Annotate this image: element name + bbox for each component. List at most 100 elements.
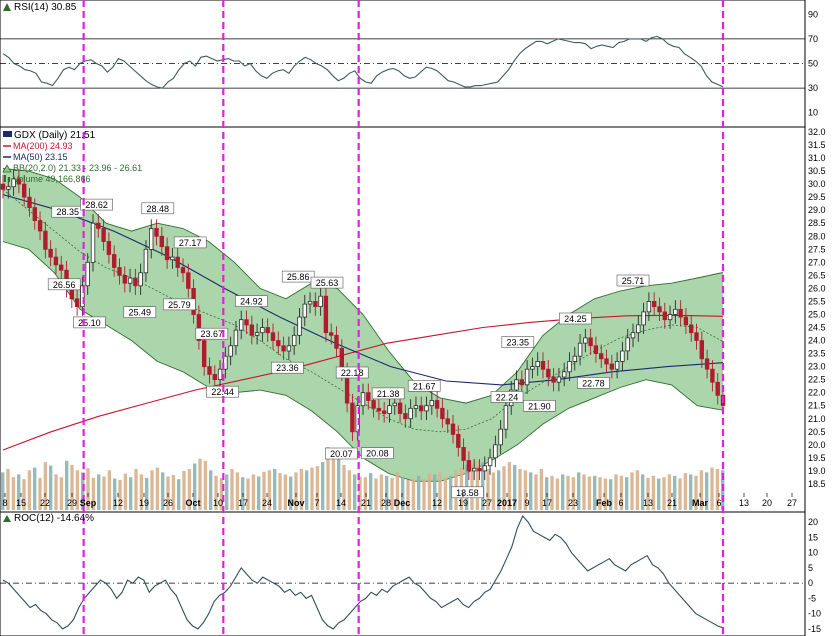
x-tick-label: Nov (287, 498, 304, 508)
volume-bar (118, 479, 122, 510)
candle-body (466, 460, 472, 472)
candle-body (148, 228, 154, 250)
price-annotation-box (163, 298, 196, 311)
volume-bar (347, 470, 352, 510)
candle-body (424, 405, 429, 412)
x-tick-label: 20 (762, 498, 772, 508)
volume-bar (315, 466, 320, 510)
x-tick-label: Feb (596, 498, 613, 508)
price-annotation: 28.48 (147, 204, 170, 214)
volume-bar (561, 474, 565, 510)
bb-legend: BB(20,2.0) 21.33 - 23.96 - 26.61 (13, 163, 142, 173)
x-tick-label: 21 (361, 498, 371, 508)
volume-bar (443, 477, 448, 510)
price-annotation: 22.78 (582, 378, 605, 388)
volume-bar (54, 474, 58, 510)
candle-body (106, 241, 112, 255)
candle-body (138, 272, 143, 287)
candle-body (609, 363, 614, 370)
ma50-legend: MA(50) 23.15 (13, 152, 68, 162)
candle-body (90, 222, 96, 263)
volume-bar (193, 463, 197, 510)
volume-bar (641, 474, 645, 510)
candle-body (117, 267, 122, 276)
candle-body (101, 228, 106, 242)
candle-body (6, 186, 11, 190)
candle-body (456, 433, 461, 448)
price-tick-label: 20.5 (808, 427, 826, 437)
volume-bar (603, 478, 608, 510)
candle-body (704, 358, 710, 370)
candle-body (74, 298, 80, 307)
volume-bar (155, 467, 160, 510)
volume-bar (667, 474, 672, 510)
candle-body (551, 376, 556, 383)
price-tick-label: 22.0 (808, 388, 826, 398)
price-annotation-box (501, 336, 535, 348)
price-tick-label: 21.5 (808, 401, 826, 411)
candle-body (562, 371, 567, 378)
roc-tick-label: 0 (808, 578, 813, 588)
price-annotation: 25.49 (129, 308, 152, 318)
volume-bar (262, 471, 266, 510)
price-tick-label: 26.5 (808, 270, 826, 280)
x-tick-label: 27 (482, 498, 492, 508)
candle-body (503, 405, 509, 430)
volume-bar (342, 464, 346, 510)
volume-bar (678, 478, 682, 510)
volume-bar (406, 479, 410, 510)
volume-bar (1, 472, 5, 510)
x-tick-label: Mar (692, 498, 709, 508)
candle-body (572, 355, 577, 362)
rsi-tick-label: 50 (808, 59, 818, 69)
candle-body (487, 457, 493, 467)
volume-bar (657, 478, 661, 510)
price-tick-label: 28.5 (808, 218, 826, 228)
candle-body (434, 400, 440, 409)
price-tick-label: 24.5 (808, 323, 826, 333)
volume-bar (539, 469, 544, 510)
price-tick-label: 23.5 (808, 349, 826, 359)
price-annotation-box (335, 366, 369, 379)
price-annotation-box (195, 327, 229, 340)
volume-bar (502, 466, 506, 510)
candle-body (59, 264, 64, 271)
price-tick-label: 21.0 (808, 414, 826, 424)
price-annotation: 22.44 (211, 387, 234, 397)
volume-bar (22, 479, 26, 510)
candle-body (588, 337, 593, 347)
price-annotation: 22.24 (496, 392, 519, 402)
x-tick-label: 27 (787, 498, 797, 508)
candle-body (244, 319, 249, 326)
volume-bar (683, 473, 688, 510)
volume-bar (129, 477, 133, 510)
price-annotation-box (173, 236, 207, 249)
price-annotation: 18.58 (456, 488, 479, 498)
volume-bar (289, 476, 293, 510)
volume-bar (49, 465, 53, 510)
candle-body (297, 316, 302, 336)
x-tick-label: 24 (262, 498, 272, 508)
price-tick-label: 28.0 (808, 231, 826, 241)
candle-body (16, 178, 22, 185)
volume-bar (411, 479, 416, 510)
roc-line (2, 514, 724, 630)
x-tick-label: 19 (139, 498, 149, 508)
price-tick-label: 31.5 (808, 140, 826, 150)
volume-bar (182, 471, 186, 510)
volume-legend: Volume 49,166,866 (13, 174, 91, 184)
candle-body (630, 332, 636, 339)
volume-bar (582, 474, 586, 510)
candle-body (96, 222, 101, 229)
volume-bar (705, 472, 709, 510)
price-annotation-box (451, 486, 484, 499)
candle-body (625, 337, 630, 352)
x-tick-label: 29 (67, 498, 77, 508)
x-tick-label: 21 (667, 498, 677, 508)
candle-body (307, 300, 313, 305)
x-axis: 8 15 22 29 Sep 12 19 26 Oct 10 17 24 Nov 7 14 21 28 Dec 12… (2, 493, 797, 508)
x-tick-label: 28 (381, 498, 391, 508)
price-tick-label: 29.0 (808, 205, 826, 215)
volume-bar (422, 478, 426, 510)
roc-tick-label: -10 (808, 609, 821, 619)
